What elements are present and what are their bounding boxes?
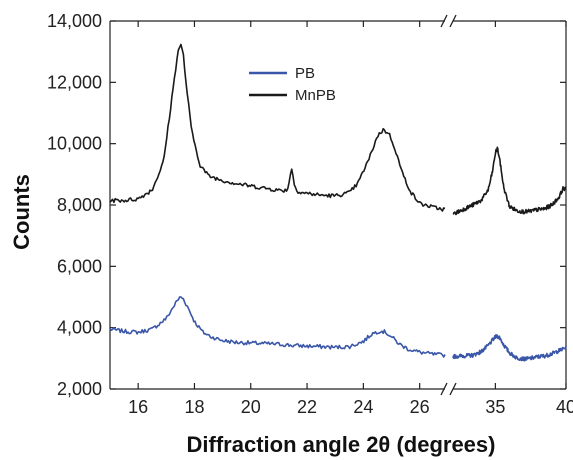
x-tick-label: 24 — [353, 397, 373, 417]
y-tick-label: 12,000 — [47, 72, 102, 92]
legend-label-pb: PB — [295, 65, 315, 82]
x-tick-label: 22 — [297, 397, 317, 417]
y-axis-ticks: 2,000 4,000 6,000 8,000 10,000 12,000 14,000 — [47, 11, 566, 399]
series-line-mnpb — [109, 43, 446, 212]
axis-break-marks — [440, 14, 457, 396]
y-axis-title: Counts — [9, 174, 34, 250]
y-tick-label: 6,000 — [57, 256, 102, 276]
y-tick-label: 4,000 — [57, 318, 102, 338]
axis-break-slash — [440, 14, 448, 28]
x-tick-label: 40 — [556, 397, 573, 417]
x-axis-title: Diffraction angle 2θ (degrees) — [187, 432, 496, 457]
axis-break-slash — [449, 14, 457, 28]
y-tick-label: 14,000 — [47, 11, 102, 31]
series-line-pb — [452, 334, 567, 362]
x-tick-label: 35 — [485, 397, 505, 417]
x-tick-label: 26 — [410, 397, 430, 417]
series-line-mnpb — [452, 146, 567, 216]
series-line-pb — [109, 296, 446, 358]
legend: PB MnPB — [249, 65, 336, 104]
axis-break-slash — [449, 382, 457, 396]
axis-break-gap — [445, 385, 453, 393]
axis-break-slash — [440, 382, 448, 396]
plot-frame — [109, 20, 567, 390]
x-tick-label: 16 — [128, 397, 148, 417]
axis-break-gap — [445, 17, 453, 25]
x-tick-label: 20 — [241, 397, 261, 417]
series-layer — [109, 43, 567, 362]
y-tick-label: 10,000 — [47, 134, 102, 154]
y-tick-label: 8,000 — [57, 195, 102, 215]
x-tick-label: 18 — [184, 397, 204, 417]
legend-label-mnpb: MnPB — [295, 87, 336, 104]
x-axis-ticks: 16 18 20 22 24 26 35 40 — [128, 21, 573, 417]
y-tick-label: 2,000 — [57, 379, 102, 399]
